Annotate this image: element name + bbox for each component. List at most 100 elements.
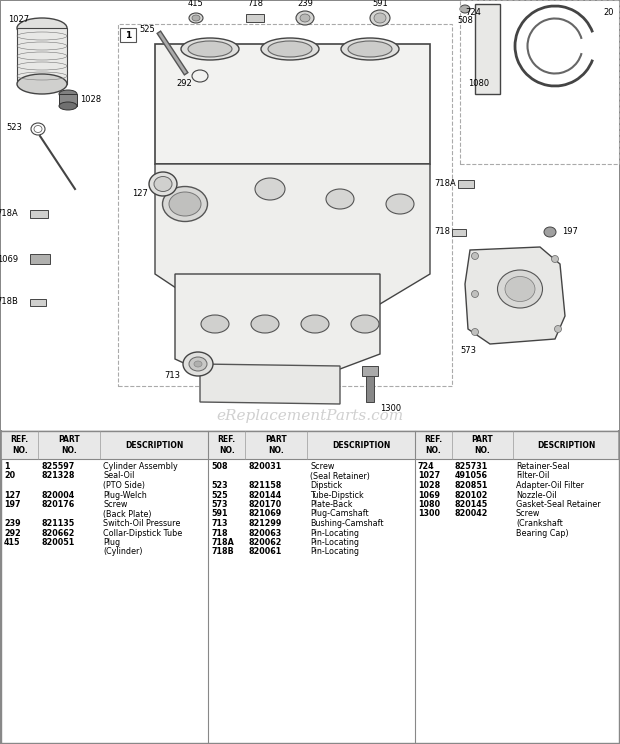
Text: 523: 523 — [6, 123, 22, 132]
Ellipse shape — [189, 357, 207, 371]
Polygon shape — [200, 364, 340, 404]
Text: 718A: 718A — [0, 210, 18, 219]
Text: DESCRIPTION: DESCRIPTION — [125, 440, 184, 449]
Text: 1300: 1300 — [380, 404, 401, 413]
Text: 415: 415 — [4, 538, 20, 547]
Text: 820031: 820031 — [248, 462, 281, 471]
Text: REF.
NO.: REF. NO. — [218, 435, 236, 455]
Text: 415: 415 — [188, 0, 204, 8]
Text: Cylinder Assembly: Cylinder Assembly — [104, 462, 178, 471]
Bar — [452, 229, 466, 236]
Circle shape — [471, 329, 479, 336]
Bar — [118, 24, 452, 386]
Text: Bushing-Camshaft: Bushing-Camshaft — [311, 519, 384, 528]
Bar — [1, 431, 618, 459]
Text: (PTO Side): (PTO Side) — [104, 481, 145, 490]
Text: 197: 197 — [562, 228, 578, 237]
Text: 820004: 820004 — [42, 490, 74, 499]
Bar — [366, 372, 374, 402]
Text: 820042: 820042 — [454, 510, 488, 519]
Text: Adapter-Oil Filter: Adapter-Oil Filter — [516, 481, 584, 490]
Ellipse shape — [296, 11, 314, 25]
Ellipse shape — [181, 38, 239, 60]
Text: 292: 292 — [176, 80, 192, 89]
Text: 1300: 1300 — [418, 510, 440, 519]
Text: 820144: 820144 — [248, 490, 281, 499]
Ellipse shape — [255, 178, 285, 200]
Text: Plate-Back: Plate-Back — [311, 500, 353, 509]
Text: 1069: 1069 — [418, 490, 440, 499]
Text: 718B: 718B — [211, 548, 234, 557]
Text: Filter-Oil: Filter-Oil — [516, 472, 549, 481]
Ellipse shape — [183, 352, 213, 376]
Bar — [30, 254, 50, 264]
Text: 820062: 820062 — [248, 538, 281, 547]
Text: Pin-Locating: Pin-Locating — [311, 528, 360, 537]
Text: DESCRIPTION: DESCRIPTION — [332, 440, 391, 449]
Text: 713: 713 — [164, 371, 180, 380]
Text: Seal-Oil: Seal-Oil — [104, 472, 135, 481]
Text: 820851: 820851 — [454, 481, 488, 490]
Text: 718B: 718B — [0, 298, 18, 307]
Text: Plug-Welch: Plug-Welch — [104, 490, 147, 499]
Text: 197: 197 — [4, 500, 20, 509]
Ellipse shape — [370, 10, 390, 26]
Circle shape — [471, 252, 479, 260]
Text: 821135: 821135 — [42, 519, 74, 528]
Text: PART
NO.: PART NO. — [58, 435, 80, 455]
Ellipse shape — [188, 41, 232, 57]
Text: eReplacementParts.com: eReplacementParts.com — [216, 409, 404, 423]
Text: 591: 591 — [372, 0, 388, 8]
Text: 525: 525 — [211, 490, 228, 499]
Text: 825597: 825597 — [42, 462, 74, 471]
Text: 1027: 1027 — [418, 472, 440, 481]
Text: Tube-Dipstick: Tube-Dipstick — [311, 490, 364, 499]
Text: Plug: Plug — [104, 538, 120, 547]
Text: (Cylinder): (Cylinder) — [104, 548, 143, 557]
Text: 820063: 820063 — [248, 528, 281, 537]
Text: 525: 525 — [140, 25, 155, 33]
Ellipse shape — [351, 315, 379, 333]
Text: Screw: Screw — [516, 510, 540, 519]
Text: 718: 718 — [434, 228, 450, 237]
Text: 820662: 820662 — [42, 528, 74, 537]
Bar — [30, 299, 46, 306]
Text: (Back Plate): (Back Plate) — [104, 510, 152, 519]
Text: 508: 508 — [457, 16, 473, 25]
Polygon shape — [155, 164, 430, 304]
Text: REF.
NO.: REF. NO. — [11, 435, 29, 455]
Text: 239: 239 — [4, 519, 20, 528]
Text: Pin-Locating: Pin-Locating — [311, 538, 360, 547]
Text: 20: 20 — [4, 472, 15, 481]
Ellipse shape — [149, 172, 177, 196]
Ellipse shape — [162, 187, 208, 222]
Circle shape — [552, 255, 559, 263]
Text: 127: 127 — [132, 190, 148, 199]
Polygon shape — [175, 274, 380, 389]
Text: 718A: 718A — [211, 538, 234, 547]
Text: 1080: 1080 — [468, 80, 489, 89]
Text: 573: 573 — [460, 346, 476, 355]
Text: 573: 573 — [211, 500, 228, 509]
Text: 508: 508 — [211, 462, 228, 471]
Ellipse shape — [348, 41, 392, 57]
Text: DESCRIPTION: DESCRIPTION — [537, 440, 595, 449]
Ellipse shape — [505, 277, 535, 301]
Text: 292: 292 — [4, 528, 20, 537]
Ellipse shape — [192, 15, 200, 21]
Circle shape — [471, 290, 479, 298]
Text: 821069: 821069 — [248, 510, 281, 519]
Text: Pin-Locating: Pin-Locating — [311, 548, 360, 557]
Bar — [460, 0, 619, 164]
Text: REF.
NO.: REF. NO. — [424, 435, 443, 455]
Text: 724: 724 — [418, 462, 435, 471]
Text: 724: 724 — [465, 8, 481, 17]
Text: 523: 523 — [211, 481, 228, 490]
Polygon shape — [465, 247, 565, 344]
Ellipse shape — [386, 194, 414, 214]
Ellipse shape — [194, 361, 202, 367]
Bar — [17, 28, 67, 84]
Text: 718: 718 — [211, 528, 228, 537]
Text: 718: 718 — [247, 0, 263, 8]
Ellipse shape — [17, 18, 67, 38]
